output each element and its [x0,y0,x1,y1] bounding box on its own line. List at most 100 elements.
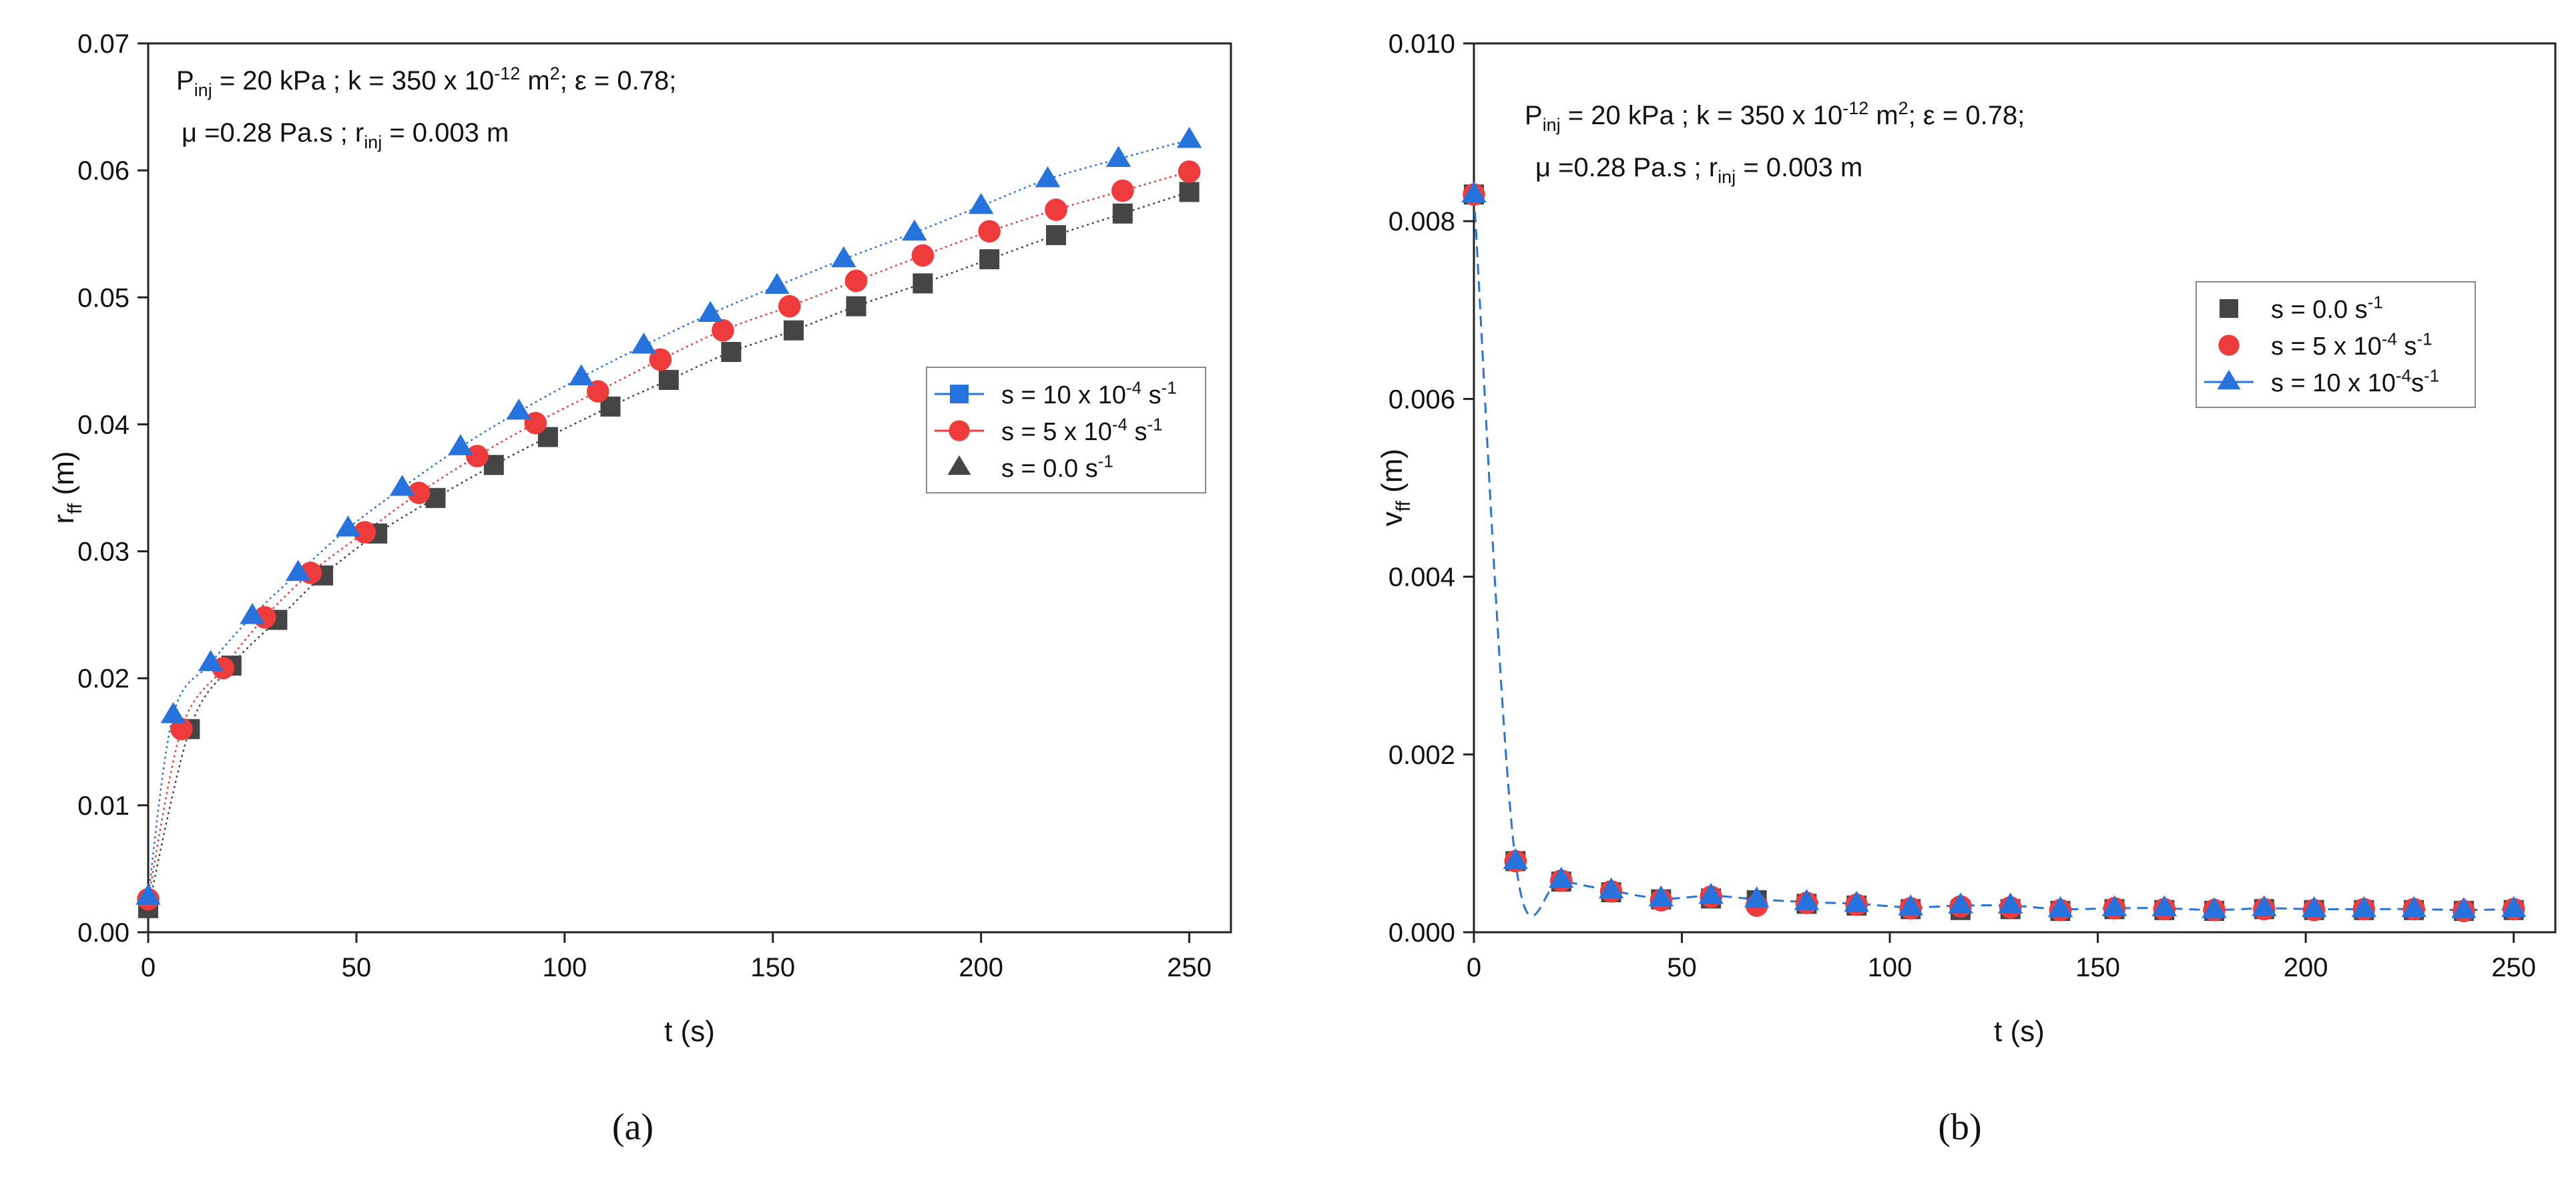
x-tick-label: 150 [2075,953,2120,982]
y-tick-label: 0.05 [77,283,130,313]
data-point-s5 [353,521,376,544]
caption-a: (a) [612,1107,654,1148]
y-tick-label: 0.004 [1388,563,1455,592]
data-point-s10 [1503,847,1529,869]
data-point-s10 [2151,895,2177,917]
legend-b: s = 0.0 s-1 s = 5 x 10-4 s-1 s = 10 x 10-4… [2196,281,2476,408]
data-point-s5 [778,294,801,318]
legend-entry-s10: s = 10 x 10-4 s-1 [935,378,1177,409]
data-point-s5 [586,380,609,403]
data-point-s10 [1998,892,2023,914]
data-point-s5 [978,220,1001,243]
x-tick-label: 50 [342,953,372,982]
data-point-s5 [712,319,734,342]
data-point-s5 [1111,179,1134,202]
data-point-s10 [389,474,415,496]
data-point-s5 [170,717,193,741]
data-point-s10 [198,650,224,671]
y-axis-label-a: rff (m) [47,451,86,524]
legend-marker-s10 [2217,369,2241,390]
y-axis-ticks-b: 0.000 0.002 0.004 0.006 0.008 0.010 [1388,29,1474,948]
data-point-s10 [1948,892,1973,914]
legend-label: s = 5 x 10-4 s-1 [2271,329,2432,361]
data-point-s10 [1794,889,1820,910]
y-tick-label: 0.000 [1388,918,1455,948]
data-point-s10 [1844,890,1869,912]
legend-marker-s0 [2220,299,2238,318]
data-point-s10 [2401,896,2426,918]
y-tick-label: 0.006 [1388,385,1455,414]
data-point-s10 [1035,166,1061,188]
y-tick-label: 0.04 [77,410,130,439]
y-tick-label: 0.008 [1388,207,1455,236]
legend-entry-s5: s = 5 x 10-4 s-1 [935,415,1163,446]
data-point-s10 [1744,886,1770,908]
legend-label: s = 10 x 10-4s-1 [2271,366,2439,397]
x-axis-ticks-a: 0 50 100 150 200 250 [141,932,1212,982]
legend-marker-s5 [2218,335,2240,356]
x-tick-label: 200 [2284,953,2328,982]
data-point-s10 [764,272,790,294]
legend-marker-s5 [949,420,970,441]
data-point-s10 [902,219,927,241]
chart-panel-a: 0 50 100 150 200 250 0.00 0.01 0.02 0.03 0.04 0.05… [47,29,1232,1148]
annotation-line1-b: Pinj = 20 kPa ; k = 350 x 10-12 m2; ε = … [1525,98,2025,135]
data-point-s10 [1598,877,1624,899]
data-point-s0 [979,249,1000,270]
data-point-s10 [240,603,265,624]
data-point-s10 [2501,896,2527,918]
data-point-s10 [2351,896,2377,918]
legend-label: s = 0.0 s-1 [2271,292,2383,324]
y-tick-label: 0.02 [77,664,130,694]
plot-area-b [1473,42,2557,934]
annotation-a: Pinj = 20 kPa ; k = 350 x 10-12 m2; ε = … [176,63,676,152]
annotation-line1-a: Pinj = 20 kPa ; k = 350 x 10-12 m2; ε = … [176,63,676,100]
x-tick-label: 200 [959,953,1003,982]
legend-label: s = 0.0 s-1 [1001,451,1113,483]
x-axis-label-b: t (s) [1994,1015,2045,1048]
data-point-s10 [1105,146,1131,167]
data-point-s0 [658,369,679,390]
data-point-s10 [335,515,361,537]
legend-entry-s0: s = 0.0 s-1 [2220,292,2383,324]
legend-label: s = 5 x 10-4 s-1 [1001,415,1163,446]
data-point-s0 [913,273,933,294]
data-point-s10 [2202,897,2227,918]
series-line-s0 [148,191,1190,909]
data-point-s10 [1698,882,1724,904]
y-tick-label: 0.01 [77,791,130,821]
data-point-s10 [569,364,594,386]
legend-marker-s0 [947,455,971,475]
data-point-s10 [831,246,856,268]
data-point-s0 [1112,203,1133,224]
y-axis-ticks-a: 0.00 0.01 0.02 0.03 0.04 0.05 0.06 0.07 [77,29,148,948]
data-point-s10 [1648,885,1674,907]
data-point-s5 [1045,198,1067,221]
y-axis-label-b: vff (m) [1376,449,1414,526]
data-point-s10 [1461,181,1487,203]
annotation-line2-a: μ =0.28 Pa.s ; rinj = 0.003 m [182,118,509,152]
data-point-s10 [2451,897,2477,918]
series-layer-b [1461,181,2527,922]
y-tick-label: 0.002 [1388,741,1455,770]
x-tick-label: 50 [1667,953,1697,982]
series-layer-a [136,126,1202,918]
y-tick-label: 0.03 [77,538,130,567]
y-tick-label: 0.06 [77,156,130,186]
legend-entry-s0: s = 0.0 s-1 [947,451,1113,483]
x-axis-label-a: t (s) [664,1015,715,1048]
x-tick-label: 100 [1868,953,1912,982]
plot-area-a [147,42,1232,934]
x-tick-label: 0 [141,953,156,982]
data-point-s10 [160,702,186,723]
data-point-s0 [1179,182,1200,202]
data-point-s5 [844,269,868,292]
annotation-b: Pinj = 20 kPa ; k = 350 x 10-12 m2; ε = … [1525,98,2025,187]
data-point-s0 [1045,225,1066,246]
data-point-s10 [968,192,994,214]
chart-panel-b: 0 50 100 150 200 250 0.0000.0020.0040.0060.00… [1376,29,2557,1148]
caption-b: (b) [1938,1107,1981,1148]
x-tick-label: 0 [1467,953,1481,982]
data-point-s10 [1549,866,1574,888]
x-tick-label: 150 [750,953,795,982]
